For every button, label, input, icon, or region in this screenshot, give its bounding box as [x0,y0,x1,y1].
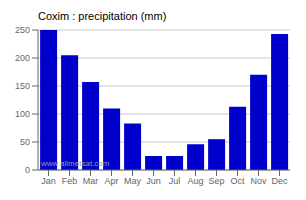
svg-text:Jun: Jun [146,176,161,186]
svg-text:Mar: Mar [83,176,99,186]
html-text:www.allmetsat.com: www.allmetsat.com [41,159,110,168]
svg-text:200: 200 [15,53,30,63]
svg-text:250: 250 [15,25,30,35]
svg-text:Aug: Aug [187,176,203,186]
svg-text:100: 100 [15,109,30,119]
svg-text:Nov: Nov [250,176,267,186]
svg-text:Sep: Sep [208,176,224,186]
svg-text:0: 0 [25,165,30,175]
svg-text:Oct: Oct [230,176,245,186]
svg-text:50: 50 [20,137,30,147]
svg-text:Apr: Apr [104,176,118,186]
svg-text:150: 150 [15,81,30,91]
svg-text:May: May [124,176,142,186]
svg-text:Feb: Feb [62,176,78,186]
html-text:Coxim : precipitation (mm): Coxim : precipitation (mm) [38,10,167,22]
svg-text:Jan: Jan [41,176,56,186]
svg-text:Jul: Jul [169,176,181,186]
svg-text:Dec: Dec [271,176,288,186]
